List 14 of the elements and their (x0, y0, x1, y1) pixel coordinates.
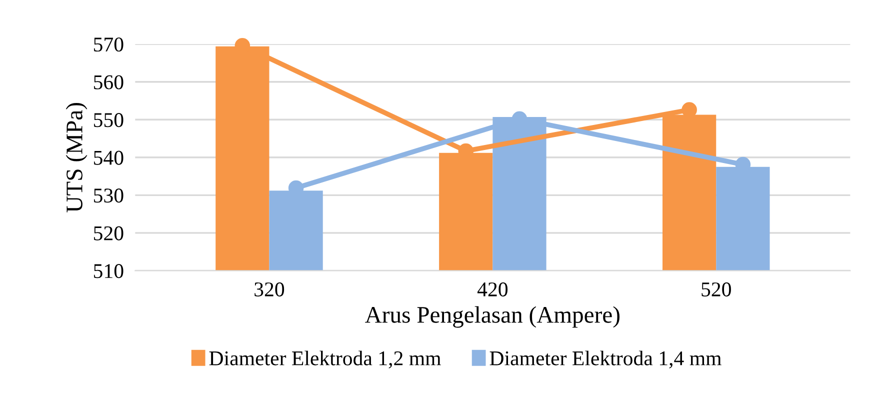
legend-label: Diameter Elektroda 1,2 mm (209, 350, 441, 368)
x-tick-label: 520 (702, 282, 731, 296)
y-tick-label: 570 (94, 37, 124, 52)
y-tick-label: 530 (94, 188, 124, 203)
x-tick-label: 420 (477, 282, 508, 296)
x-axis-title: Arus Pengelasan (Ampere) (365, 306, 620, 328)
y-tick-label: 540 (94, 150, 124, 165)
y-tick-label: 560 (94, 75, 124, 90)
y-tick-label: 510 (94, 264, 124, 278)
x-tick-label: 320 (254, 282, 284, 296)
y-tick-label: 550 (94, 113, 124, 128)
y-tick-label: 520 (94, 226, 124, 240)
y-axis-title: UTS (MPa) (66, 103, 88, 212)
legend-label: Diameter Elektroda 1,4 mm (490, 350, 722, 368)
